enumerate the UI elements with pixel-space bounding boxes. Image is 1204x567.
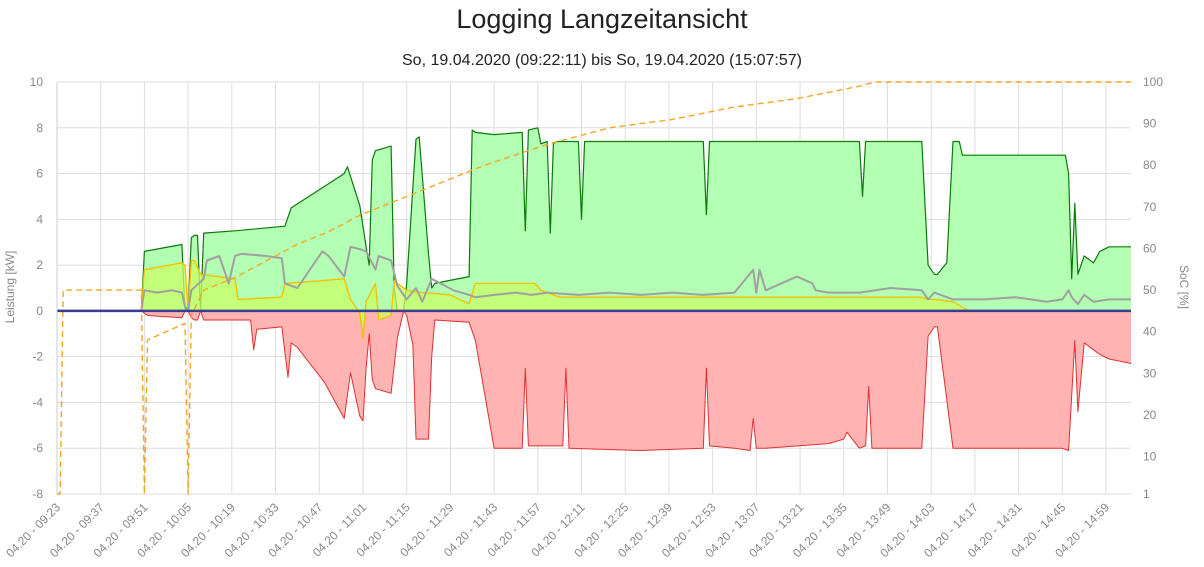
y-tick-right: 1 [1143,487,1150,501]
y-tick-left: -2 [32,350,43,364]
series-feed-in [57,310,1132,451]
series-feed-in-area [57,310,1131,451]
y-tick-left: 4 [36,212,43,226]
y-axis-label-right: SoC [%] [1177,265,1191,309]
y-tick-left: 10 [30,75,44,89]
series-soc [57,81,1131,495]
series-battery-line [57,259,1131,340]
y-tick-left: -4 [32,395,43,409]
y-tick-right: 70 [1143,200,1157,214]
y-tick-right: 50 [1143,283,1157,297]
series-battery-area [57,260,1131,339]
y-tick-left: 0 [36,304,43,318]
chart-title: Logging Langzeitansicht [456,4,748,34]
series-battery [57,259,1131,340]
y-tick-right: 90 [1143,117,1157,131]
y-tick-right: 20 [1143,408,1157,422]
y-tick-left: 8 [36,121,43,135]
chart-subtitle: So, 19.04.2020 (09:22:11) bis So, 19.04.… [402,52,802,69]
y-tick-right: 10 [1143,450,1157,464]
series-pv-line [57,127,1131,312]
series-feed-in-line [57,310,1132,451]
y-tick-right: 100 [1143,75,1163,89]
y-tick-left: -8 [32,487,43,501]
series-consumption-line [57,245,1131,312]
y-tick-left: -6 [32,441,43,455]
y-tick-right: 30 [1143,366,1157,380]
y-tick-right: 80 [1143,158,1157,172]
series-pv-area [57,127,1131,311]
series-consumption [57,245,1131,312]
series-soc-line [57,81,1131,495]
series-layer [57,81,1132,495]
y-axis-label-left: Leistung [kW] [3,251,17,324]
y-tick-left: 6 [36,167,43,181]
y-tick-right: 60 [1143,241,1157,255]
series-pv [57,127,1131,312]
y-tick-left: 2 [36,258,43,272]
y-tick-right: 40 [1143,325,1157,339]
